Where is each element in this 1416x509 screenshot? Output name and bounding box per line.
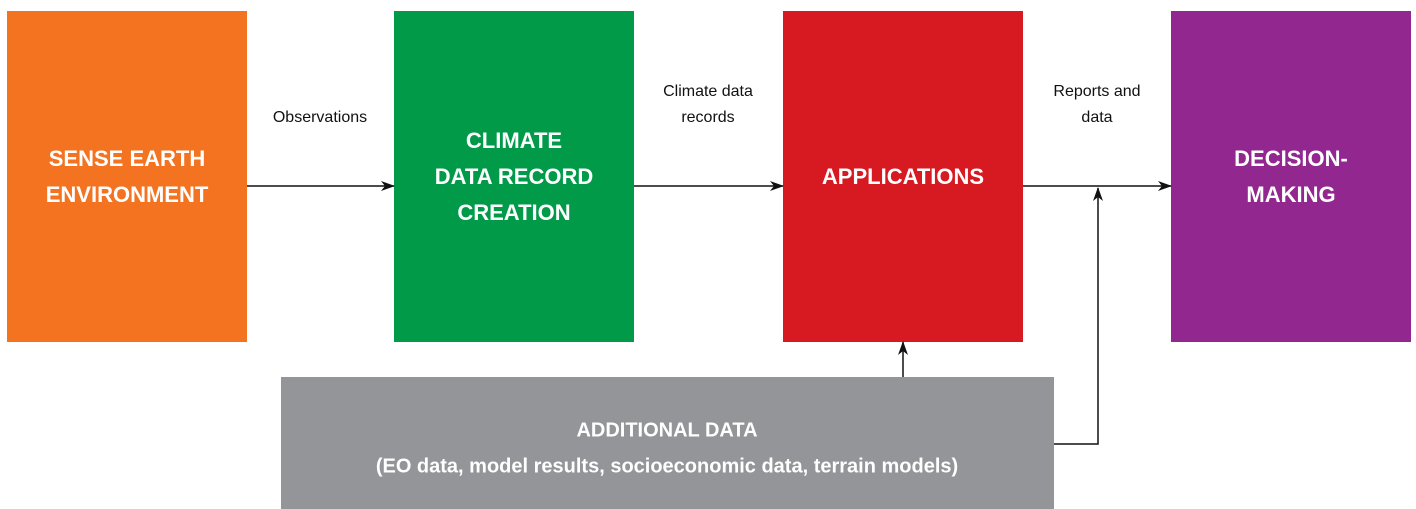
node-label: SENSE EARTH	[49, 146, 205, 171]
node-label: DECISION-	[1234, 146, 1348, 171]
edge-label: Reports and	[1053, 83, 1140, 100]
node-label: CLIMATE	[466, 128, 562, 153]
node-label: DATA RECORD	[435, 164, 593, 189]
node-label: CREATION	[457, 200, 570, 225]
node-label: (EO data, model results, socioeconomic d…	[376, 455, 958, 477]
node-box	[783, 11, 1023, 342]
edge-label: Climate data	[663, 83, 753, 100]
node-label: ADDITIONAL DATA	[576, 419, 757, 441]
edge-label: records	[681, 109, 734, 126]
node-box	[281, 377, 1054, 509]
node-box	[394, 11, 634, 342]
arrow	[1054, 187, 1103, 445]
node-label: MAKING	[1246, 182, 1335, 207]
node-box	[1171, 11, 1411, 342]
edge-label: data	[1081, 109, 1112, 126]
node-label: APPLICATIONS	[822, 164, 984, 189]
node-box	[7, 11, 247, 342]
edge-label: Observations	[273, 109, 367, 126]
node-label: ENVIRONMENT	[46, 182, 209, 207]
